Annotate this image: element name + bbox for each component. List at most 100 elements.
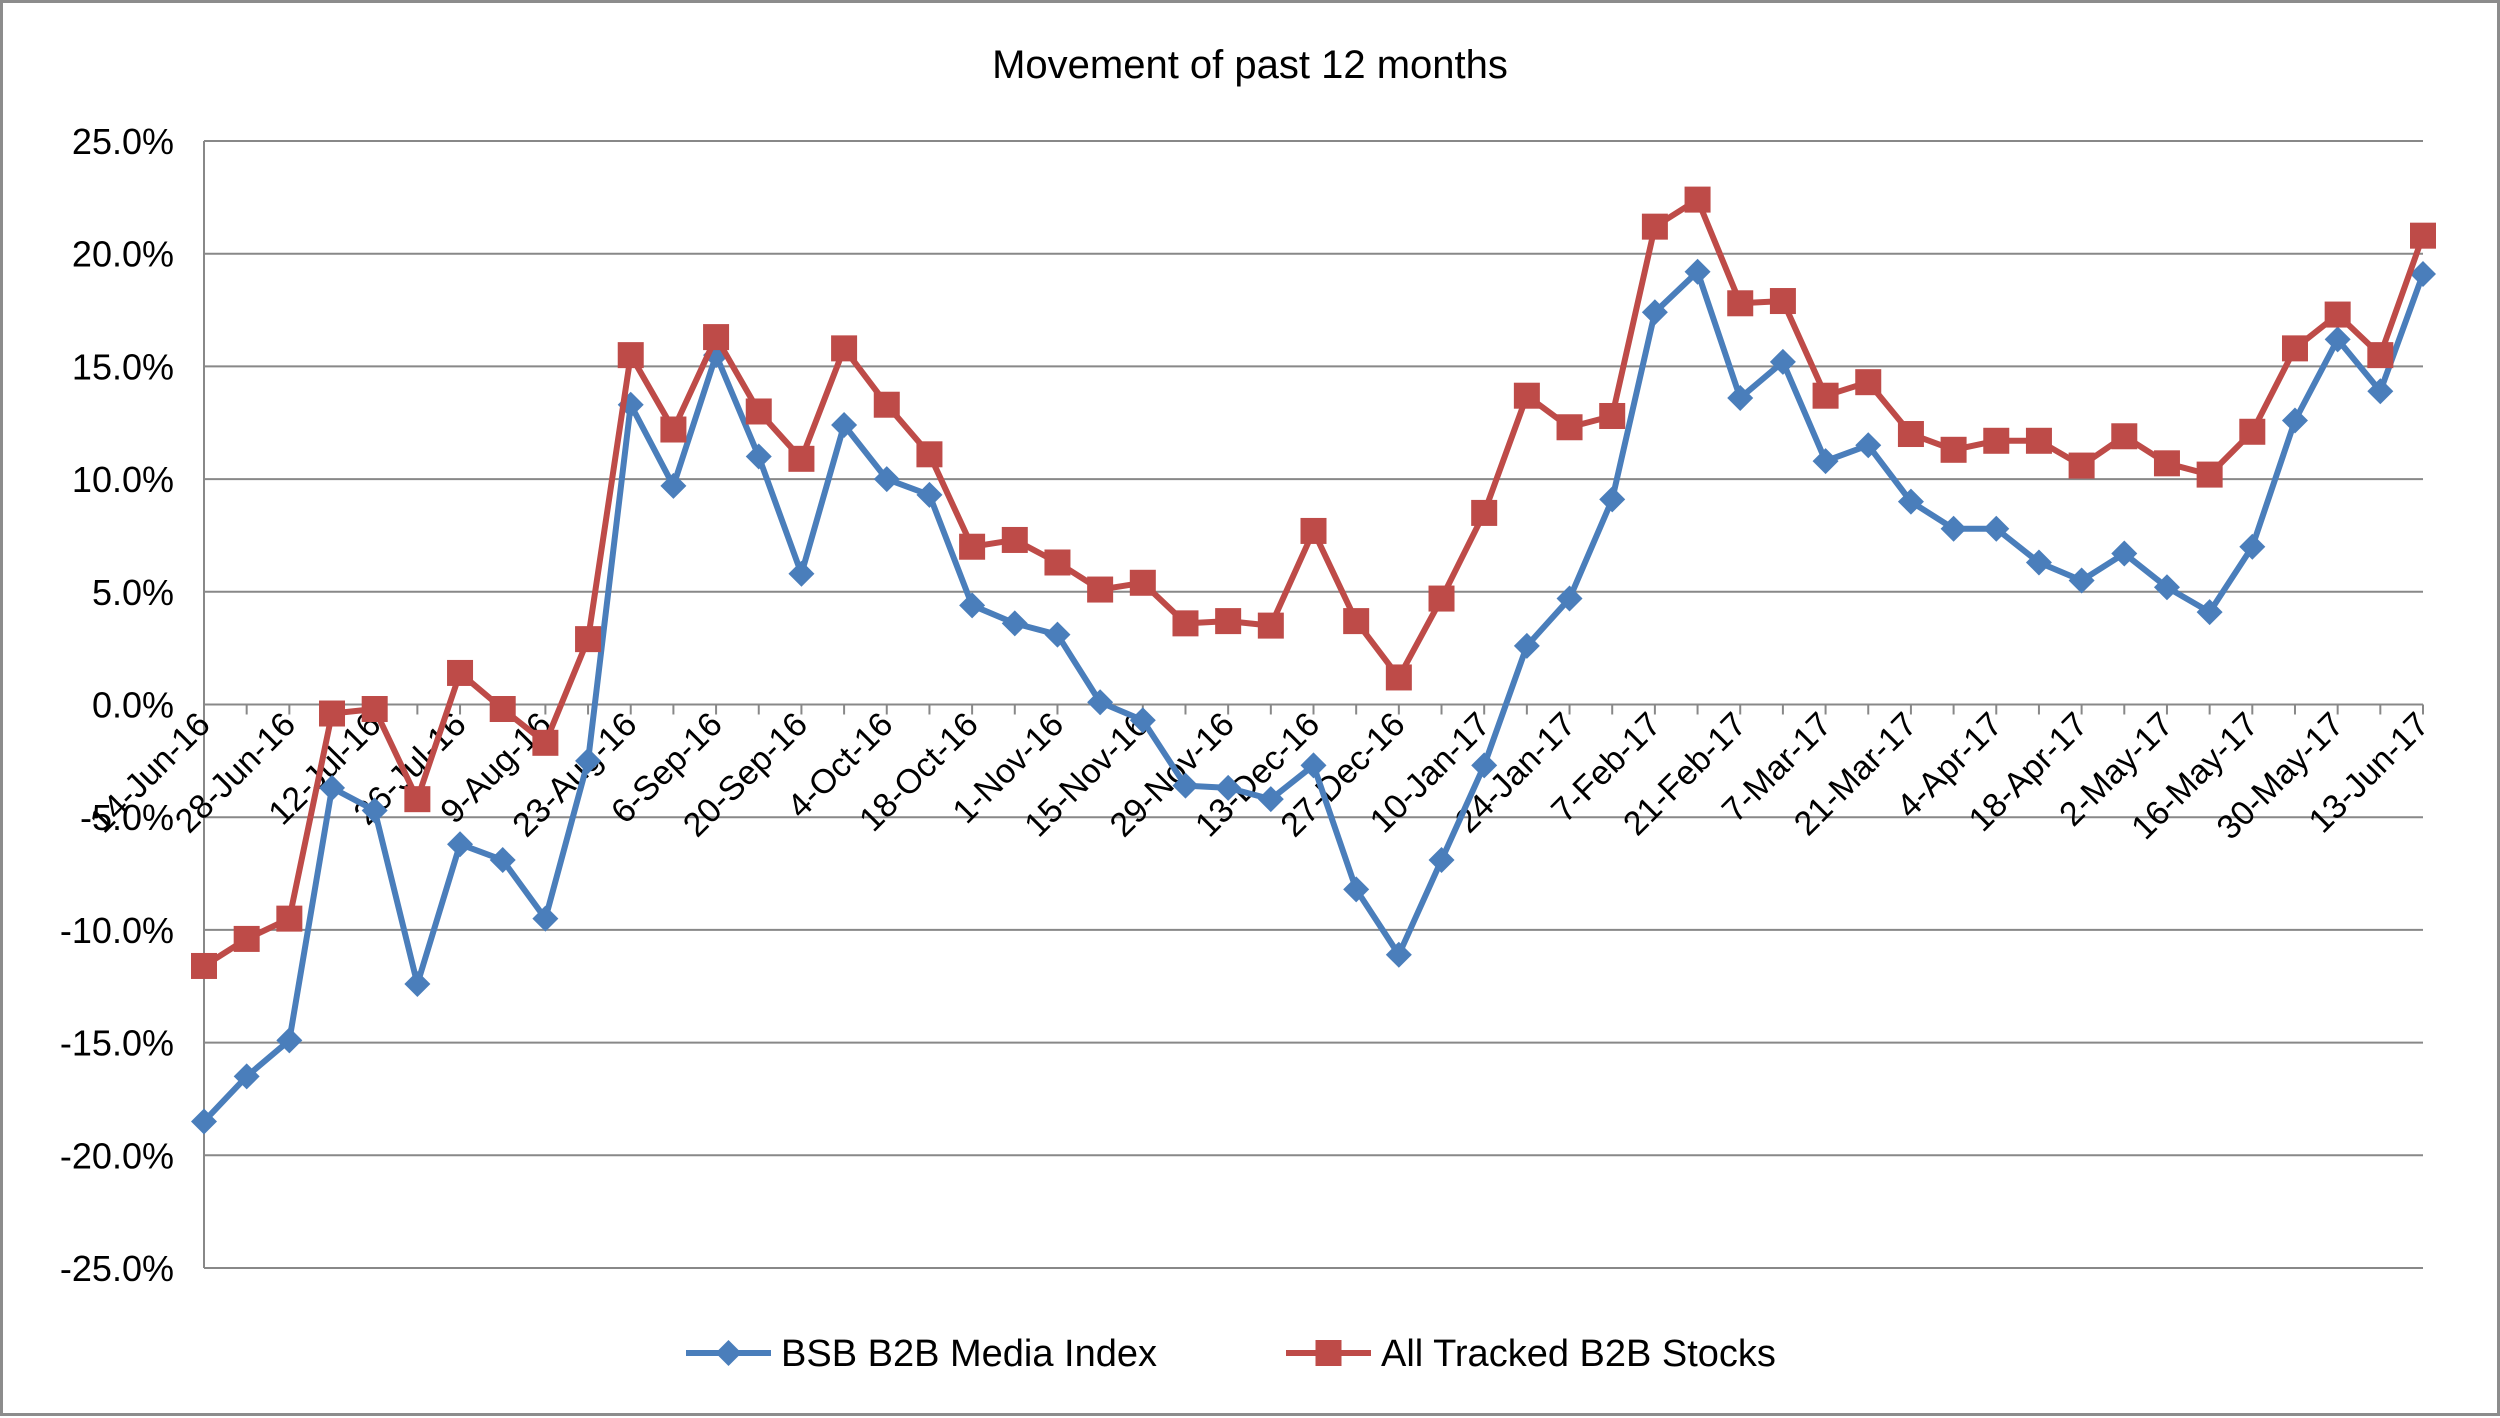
data-point [1343, 876, 1370, 903]
y-tick-label: -10.0% [60, 910, 174, 951]
data-point [1513, 632, 1540, 659]
data-point [1044, 621, 1071, 648]
y-tick-label: 10.0% [72, 459, 174, 500]
data-point [1769, 348, 1796, 375]
data-point [1215, 608, 1242, 635]
data-point [1428, 847, 1455, 874]
data-point [1129, 569, 1156, 596]
data-point [2025, 549, 2052, 576]
data-point [1257, 786, 1284, 813]
data-point [1769, 288, 1796, 315]
data-point [1300, 517, 1327, 544]
data-point [2068, 452, 2095, 479]
y-tick-label: 15.0% [72, 346, 174, 387]
data-point [233, 925, 260, 952]
data-point [788, 445, 815, 472]
data-point [2367, 342, 2394, 369]
data-point [361, 696, 388, 723]
data-point [745, 398, 772, 425]
data-point [831, 335, 858, 362]
data-point [361, 797, 388, 824]
data-point [1727, 384, 1754, 411]
data-point [447, 659, 474, 686]
data-point [1471, 499, 1498, 526]
data-point [2239, 533, 2266, 560]
data-point [1001, 526, 1028, 553]
data-point [1599, 486, 1626, 513]
data-point [2153, 574, 2180, 601]
data-point [489, 696, 516, 723]
data-point [788, 560, 815, 587]
data-point [703, 324, 730, 351]
data-point [404, 786, 431, 813]
data-point [916, 481, 943, 508]
data-point [319, 700, 346, 727]
data-point [1684, 186, 1711, 213]
data-point [873, 466, 900, 493]
data-point [745, 443, 772, 470]
data-point [617, 342, 644, 369]
data-point [447, 831, 474, 858]
chart-title: Movement of past 12 months [992, 43, 1508, 87]
data-point [831, 412, 858, 439]
data-point [2410, 222, 2436, 249]
axes [203, 141, 2424, 1268]
data-point [2239, 418, 2266, 445]
data-point [1129, 707, 1156, 734]
data-point [660, 472, 687, 499]
data-point [1556, 414, 1583, 441]
y-tick-label: -15.0% [60, 1023, 174, 1064]
data-point [2025, 427, 2052, 454]
data-point [1897, 421, 1924, 448]
data-point [233, 1063, 260, 1090]
line-chart: Movement of past 12 months 25.0% 20.0% 15.… [60, 43, 2437, 1375]
y-tick-label: -25.0% [60, 1248, 174, 1289]
data-point [1385, 664, 1412, 691]
data-point [1087, 689, 1114, 716]
data-point [2196, 461, 2223, 488]
y-axis-tick-labels: 25.0% 20.0% 15.0% 10.0% 5.0% 0.0% -5.0% -10.0% -… [60, 121, 174, 1289]
data-point [873, 391, 900, 418]
series-bsb-b2b-media-index [191, 258, 2436, 1135]
data-point [1215, 774, 1242, 801]
data-point [1641, 213, 1668, 240]
data-point [1940, 436, 1967, 463]
legend-square-marker [1315, 1340, 1342, 1366]
y-tick-label: 0.0% [92, 685, 174, 726]
legend-label: All Tracked B2B Stocks [1381, 1333, 1776, 1375]
data-point [2281, 407, 2308, 434]
data-point [2111, 423, 2138, 450]
data-point [1300, 752, 1327, 779]
data-point [1684, 258, 1711, 285]
data-point [1855, 369, 1882, 396]
y-tick-label: -5.0% [80, 797, 174, 838]
data-point [959, 533, 986, 560]
data-point [276, 1027, 303, 1054]
y-tick-label: 20.0% [72, 234, 174, 275]
y-tick-label: 25.0% [72, 121, 174, 162]
data-point [1001, 610, 1028, 637]
legend-item: All Tracked B2B Stocks [1286, 1333, 1776, 1375]
data-point [660, 416, 687, 443]
data-point [2111, 540, 2138, 567]
data-point [1983, 427, 2010, 454]
data-point [1044, 549, 1071, 576]
data-point [1897, 488, 1924, 515]
data-point [1599, 402, 1626, 429]
data-point [1471, 752, 1498, 779]
data-point [1812, 382, 1839, 409]
data-point [191, 1108, 217, 1135]
data-point [2196, 599, 2223, 626]
data-point [1343, 608, 1370, 635]
data-point [1087, 576, 1114, 603]
legend: BSB B2B Media Index All Tracked B2B Stock… [686, 1333, 1776, 1375]
series-line [201, 268, 2426, 1124]
legend-item: BSB B2B Media Index [686, 1333, 1157, 1375]
y-tick-label: -20.0% [60, 1135, 174, 1176]
series-all-tracked-b2b-stocks [191, 186, 2436, 979]
data-point [1641, 299, 1668, 326]
data-point [1513, 382, 1540, 409]
data-point [276, 905, 303, 932]
data-point [575, 626, 602, 653]
